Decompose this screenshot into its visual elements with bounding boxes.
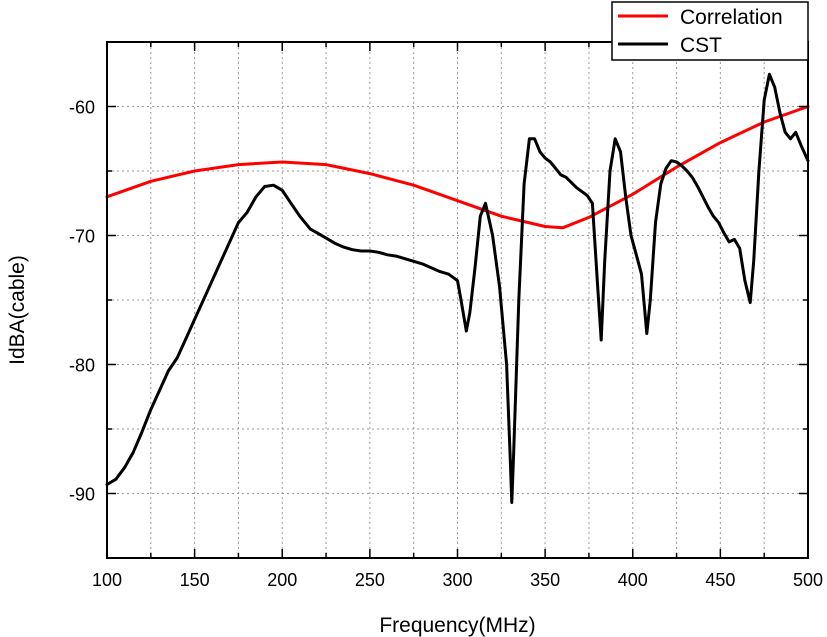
- legend: Correlation CST: [611, 1, 809, 61]
- series-lines: [105, 72, 810, 504]
- grid-lines: [107, 42, 808, 558]
- x-tick-label: 500: [793, 570, 823, 590]
- x-axis-title: Frequency(MHz): [379, 614, 535, 637]
- legend-box: [611, 1, 809, 61]
- y-tick-label: -60: [69, 98, 95, 118]
- y-axis-title: IdBA(cable): [6, 255, 29, 365]
- tick-labels: 100 150 200 250 300 350 400 450 500 -90 -80 -70 -60: [69, 98, 823, 591]
- x-tick-label: 300: [442, 570, 472, 590]
- x-tick-label: 100: [92, 570, 122, 590]
- x-tick-label: 150: [180, 570, 210, 590]
- x-tick-label: 200: [267, 570, 297, 590]
- y-tick-label: -70: [69, 227, 95, 247]
- x-tick-label: 350: [530, 570, 560, 590]
- legend-label-cst: CST: [680, 34, 722, 57]
- x-tick-label: 400: [618, 570, 648, 590]
- x-tick-label: 250: [355, 570, 385, 590]
- axis-ticks: [106, 41, 809, 559]
- series-line-cst: [105, 72, 810, 504]
- series-line-correlation: [105, 105, 810, 230]
- y-tick-label: -90: [69, 485, 95, 505]
- legend-label-correlation: Correlation: [680, 6, 783, 29]
- y-tick-label: -80: [69, 356, 95, 376]
- x-tick-label: 450: [705, 570, 735, 590]
